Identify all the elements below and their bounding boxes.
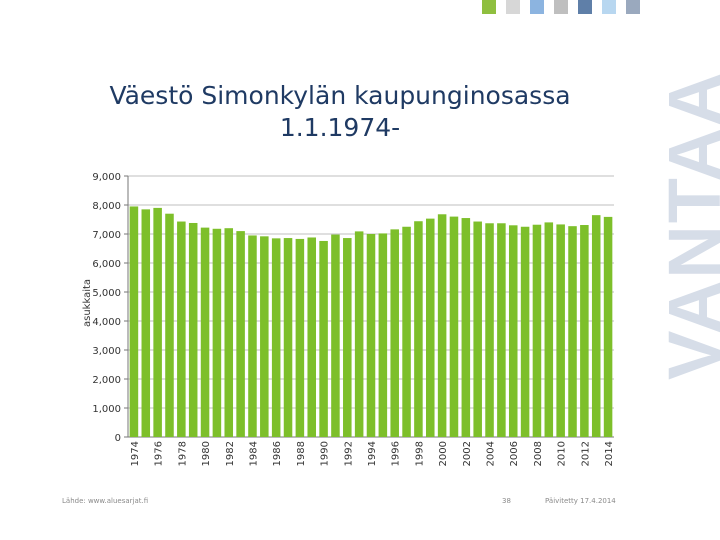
- x-tick-label: 1978: [177, 441, 188, 466]
- bar: [544, 222, 554, 437]
- bar: [390, 229, 399, 437]
- x-tick-label: 2014: [604, 441, 615, 466]
- bar: [532, 224, 542, 437]
- bar: [580, 225, 589, 437]
- bar: [461, 218, 471, 437]
- title-line-2: 1.1.1974-: [279, 113, 401, 142]
- title-line-1: Väestö Simonkylän kaupunginosassa: [109, 81, 571, 110]
- bar: [378, 233, 388, 437]
- y-tick-label: 7,000: [92, 230, 121, 241]
- x-tick-label: 2002: [462, 441, 473, 466]
- x-tick-label: 2004: [486, 441, 497, 466]
- bar: [568, 226, 577, 437]
- decorative-square: [602, 0, 616, 14]
- bar: [212, 228, 222, 437]
- bar: [414, 221, 423, 437]
- bar: [366, 234, 376, 437]
- bar: [129, 206, 139, 437]
- decorative-square: [554, 0, 568, 14]
- source-note: Lähde: www.aluesarjat.fi: [62, 497, 149, 505]
- bar: [591, 215, 601, 437]
- x-tick-label: 1988: [296, 441, 307, 466]
- bar: [141, 209, 151, 437]
- bar: [508, 225, 518, 437]
- y-tick-label: 8,000: [92, 201, 121, 212]
- bar: [153, 207, 162, 437]
- x-tick-label: 1986: [272, 441, 283, 466]
- y-axis-label: asukkaita: [82, 279, 93, 327]
- bar: [271, 238, 281, 437]
- x-tick-label: 2008: [533, 441, 544, 466]
- bar: [224, 228, 234, 437]
- x-tick-label: 1974: [130, 441, 141, 466]
- x-tick-label: 2000: [438, 441, 449, 466]
- page-number: 38: [502, 497, 511, 505]
- x-tick-label: 1982: [225, 441, 236, 466]
- bar: [497, 223, 506, 437]
- decorative-square: [482, 0, 496, 14]
- bar: [603, 216, 613, 437]
- bar: [449, 216, 459, 437]
- bar: [426, 218, 435, 437]
- bar: [248, 235, 257, 437]
- bar: [283, 238, 293, 437]
- x-tick-label: 1984: [248, 441, 259, 466]
- x-tick-label: 1996: [391, 441, 402, 466]
- y-tick-label: 5,000: [92, 288, 121, 299]
- x-tick-label: 1994: [367, 441, 378, 466]
- bar: [556, 224, 565, 437]
- y-tick-label: 1,000: [92, 404, 121, 415]
- x-tick-label: 1992: [343, 441, 354, 466]
- bar: [319, 240, 328, 437]
- bar: [307, 237, 316, 437]
- bar: [260, 236, 269, 437]
- y-tick-label: 4,000: [92, 317, 121, 328]
- bar: [343, 238, 352, 437]
- bar: [295, 238, 305, 437]
- x-tick-label: 2006: [509, 441, 520, 466]
- updated-date: Päivitetty 17.4.2014: [545, 497, 616, 505]
- decorative-square: [506, 0, 520, 14]
- bar: [437, 214, 447, 437]
- decorative-square: [578, 0, 592, 14]
- bar: [485, 223, 494, 437]
- bar: [402, 226, 411, 437]
- x-tick-label: 2010: [557, 441, 568, 466]
- bar: [200, 227, 210, 437]
- x-tick-label: 1990: [320, 441, 331, 466]
- x-tick-label: 1976: [154, 441, 165, 466]
- bar: [236, 231, 245, 437]
- decorative-square: [626, 0, 640, 14]
- y-tick-label: 6,000: [92, 259, 121, 270]
- bar: [188, 222, 198, 437]
- y-tick-label: 3,000: [92, 346, 121, 357]
- y-tick-label: 2,000: [92, 375, 121, 386]
- x-tick-label: 2012: [580, 441, 591, 466]
- bar: [520, 226, 530, 437]
- decorative-square: [530, 0, 544, 14]
- bar: [473, 221, 482, 437]
- x-tick-label: 1998: [414, 441, 425, 466]
- y-tick-label: 0: [115, 433, 121, 444]
- bar: [165, 213, 174, 437]
- bar: [177, 221, 186, 437]
- y-tick-label: 9,000: [92, 172, 121, 183]
- bar: [331, 234, 340, 437]
- x-tick-label: 1980: [201, 441, 212, 466]
- bar: [354, 231, 364, 437]
- page-title: Väestö Simonkylän kaupunginosassa 1.1.19…: [60, 80, 620, 144]
